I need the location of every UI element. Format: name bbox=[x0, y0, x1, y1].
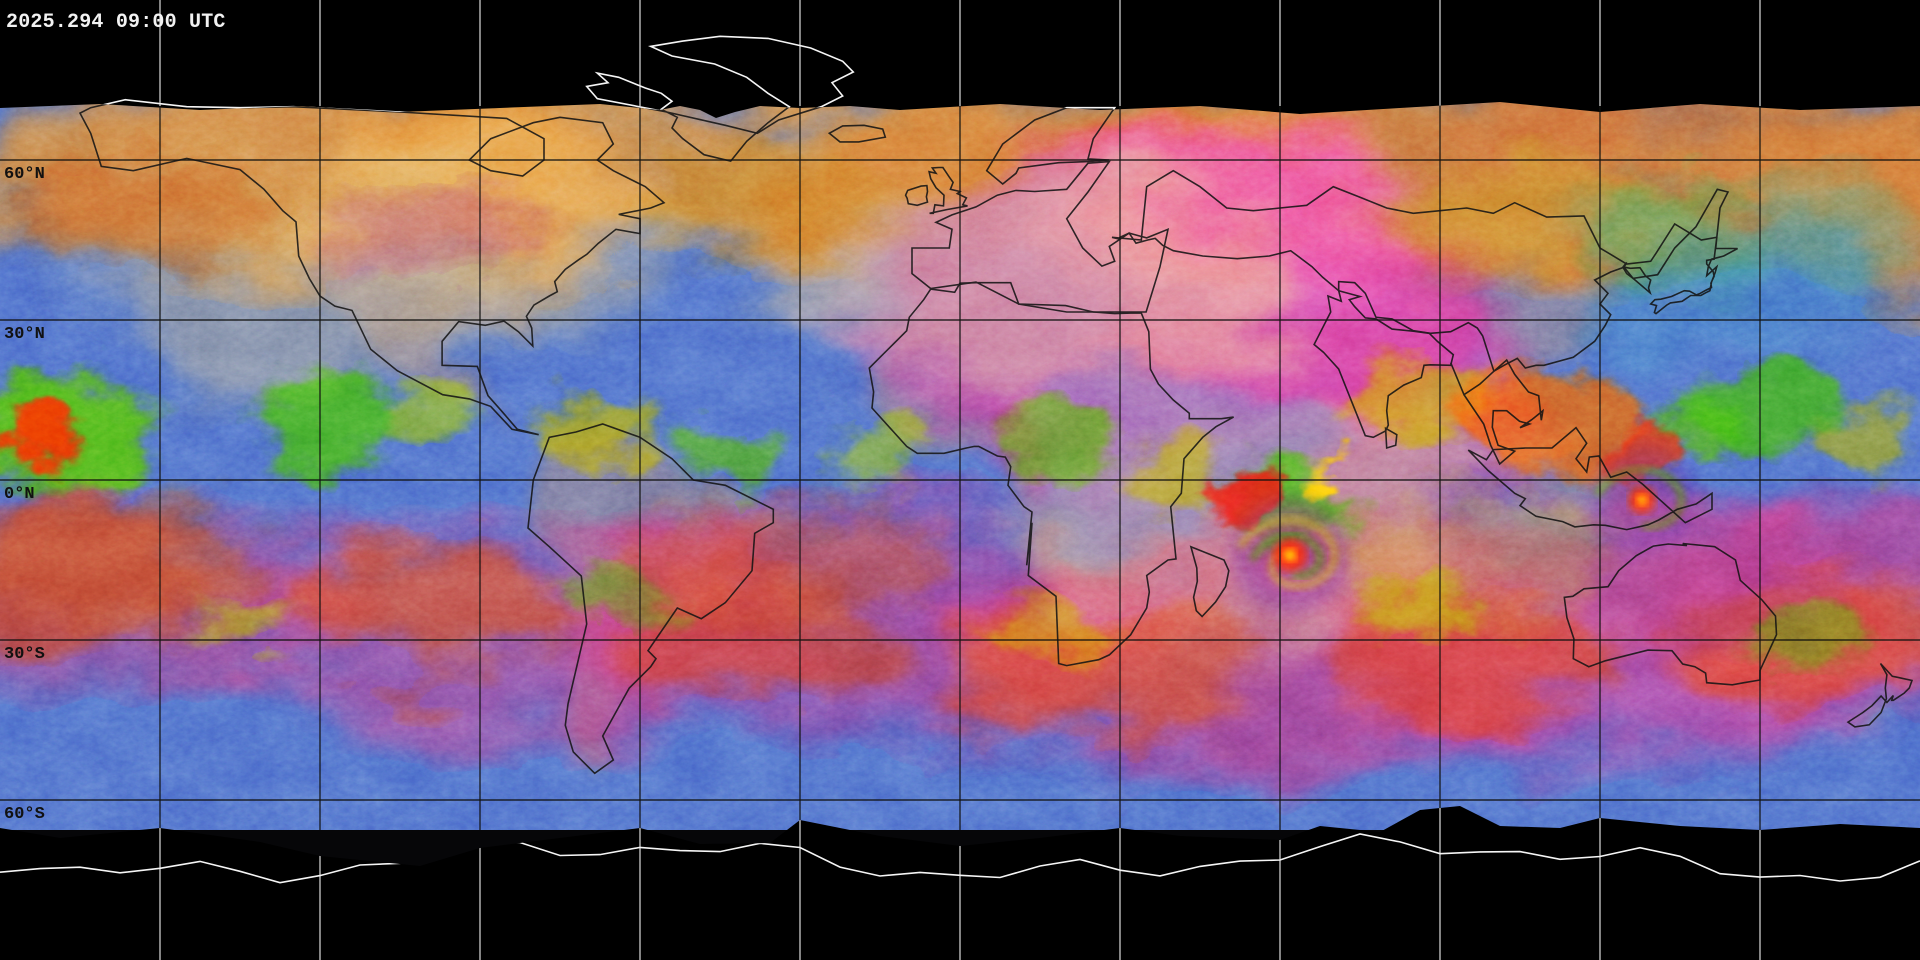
svg-text:0°N: 0°N bbox=[4, 485, 35, 504]
svg-text:60°N: 60°N bbox=[4, 165, 45, 184]
svg-text:30°N: 30°N bbox=[4, 325, 45, 344]
svg-text:30°S: 30°S bbox=[4, 645, 45, 664]
svg-text:2025.294 09:00 UTC: 2025.294 09:00 UTC bbox=[6, 11, 226, 34]
svg-text:60°S: 60°S bbox=[4, 805, 45, 824]
